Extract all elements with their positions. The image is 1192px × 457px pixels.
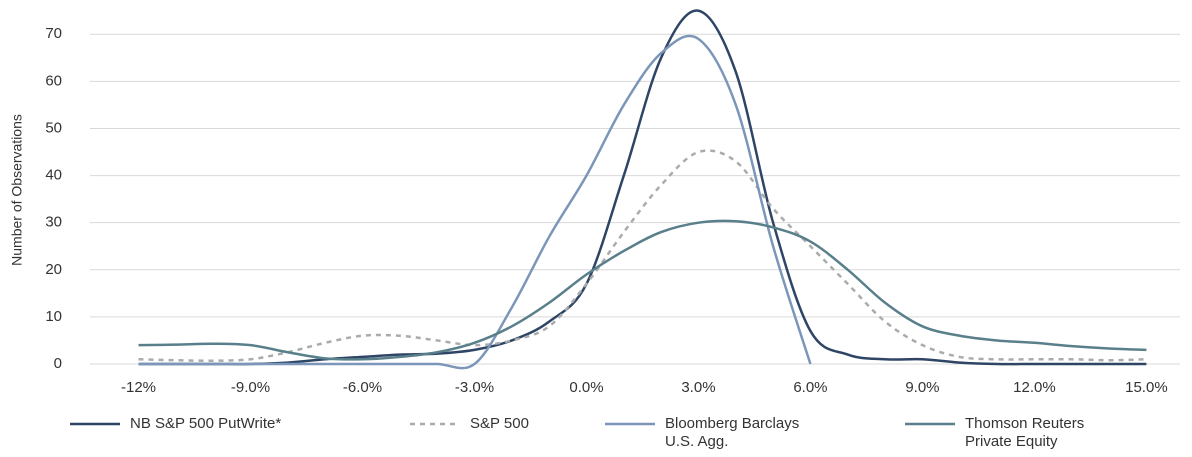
y-tick-label: 40: [45, 167, 62, 184]
y-tick-label: 30: [45, 214, 62, 231]
y-tick-label: 60: [45, 72, 62, 89]
series-line: [138, 149, 1147, 362]
x-tick-label: 12.0%: [1013, 379, 1056, 396]
x-tick-label: -12%: [121, 379, 156, 396]
x-tick-label: 9.0%: [905, 379, 939, 396]
legend-label: NB S&P 500 PutWrite*: [130, 415, 282, 432]
y-tick-label: 70: [45, 25, 62, 42]
y-tick-label: 50: [45, 119, 62, 136]
x-tick-label: -9.0%: [231, 379, 270, 396]
legend-label: S&P 500: [470, 415, 529, 432]
series-line: [138, 34, 812, 370]
y-tick-label: 10: [45, 308, 62, 325]
y-tick-label: 0: [54, 355, 62, 372]
x-tick-label: -3.0%: [455, 379, 494, 396]
series-line: [138, 9, 1147, 366]
legend-label: Thomson Reuters Private Equity: [965, 415, 1085, 450]
legend-label: Bloomberg Barclays U.S. Agg.: [665, 415, 800, 450]
x-tick-label: 3.0%: [681, 379, 715, 396]
series-line: [138, 219, 1147, 361]
x-tick-label: -6.0%: [343, 379, 382, 396]
y-axis-label: Number of Observations: [9, 114, 25, 266]
x-tick-label: 6.0%: [793, 379, 827, 396]
x-tick-label: 15.0%: [1125, 379, 1168, 396]
x-tick-label: 0.0%: [569, 379, 603, 396]
y-tick-label: 20: [45, 261, 62, 278]
